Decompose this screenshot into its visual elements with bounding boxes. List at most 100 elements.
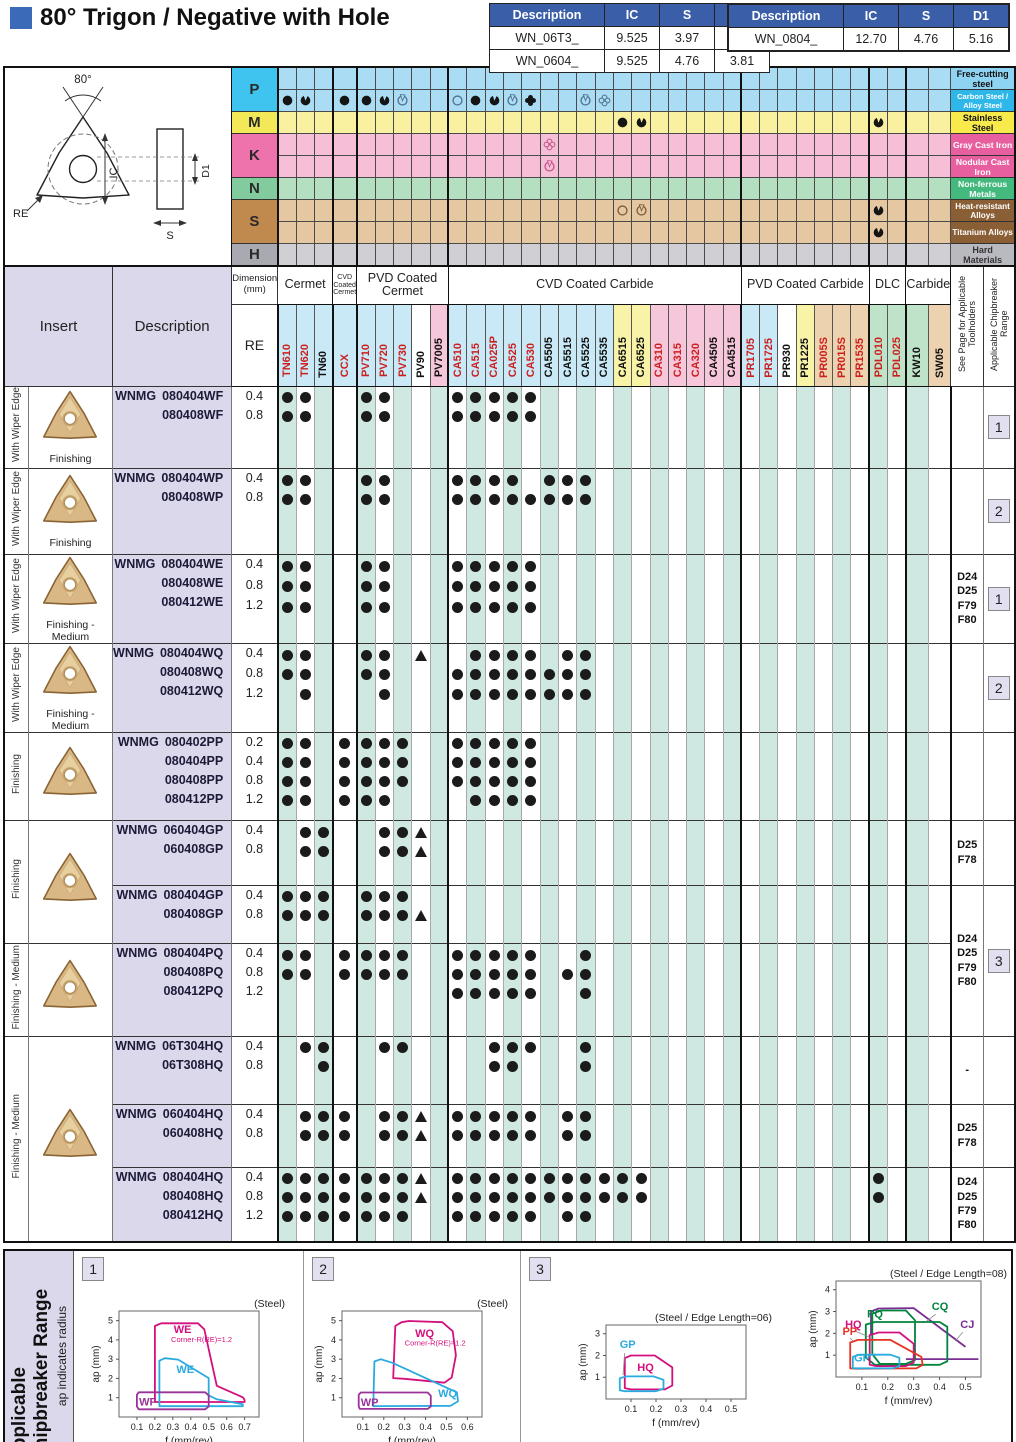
svg-text:0.1: 0.1 bbox=[856, 1382, 869, 1392]
mark-cell-TN60 bbox=[313, 839, 333, 859]
grade-name: CA320 bbox=[689, 343, 702, 378]
mark-cell-PV730 bbox=[392, 405, 412, 425]
mark-cell-TN610 bbox=[276, 884, 297, 905]
material-cell-PR1705 bbox=[740, 133, 761, 156]
mark-cell-PV7005 bbox=[429, 884, 449, 905]
mark-cell-CA310 bbox=[649, 487, 669, 507]
mark-cell-PR015S bbox=[832, 770, 851, 790]
mark-spacer bbox=[447, 615, 467, 643]
material-cell-PDL010 bbox=[868, 111, 889, 134]
chart: (Steel / Edge Length=06) 1 2 3 0.1 0.2 0.3 0.4 0… bbox=[576, 1311, 776, 1438]
mark-cell-TN60 bbox=[313, 662, 333, 683]
mark-cell-TN620 bbox=[295, 819, 315, 840]
dot-mark bbox=[525, 601, 537, 613]
grade-name: PV720 bbox=[378, 344, 391, 378]
mark-cell-TN610 bbox=[276, 1123, 297, 1143]
mark-cell-PR1225 bbox=[795, 1166, 815, 1187]
mark-cell-PR1225 bbox=[795, 839, 815, 859]
mark-cell-CA5515 bbox=[558, 731, 577, 752]
chipbreaker-cell: 2 bbox=[982, 642, 1015, 732]
mark-cell-CA6525 bbox=[631, 1035, 651, 1056]
mark-cell-PR930 bbox=[777, 682, 797, 703]
dot-mark bbox=[360, 649, 372, 661]
mark-spacer bbox=[612, 923, 632, 944]
mark-spacer bbox=[331, 702, 357, 732]
mark-cell-TN610 bbox=[276, 662, 297, 683]
mark-cell-PR930 bbox=[777, 789, 797, 809]
mark-spacer bbox=[927, 424, 952, 469]
dot-mark bbox=[488, 1042, 500, 1054]
mark-cell-CA6525 bbox=[631, 1123, 651, 1143]
mark-cell-CA530 bbox=[521, 487, 541, 507]
material-cell-CA315 bbox=[667, 133, 688, 156]
mark-spacer bbox=[667, 1143, 687, 1167]
mark-cell-CA315 bbox=[667, 1055, 687, 1075]
chipbreaker-badge: 2 bbox=[987, 499, 1010, 524]
mark-cell-CA515 bbox=[466, 751, 486, 771]
material-cell-PR930 bbox=[777, 155, 797, 178]
mark-cell-CA6515 bbox=[612, 819, 632, 840]
description-line: WNMG 080404WQ bbox=[113, 645, 224, 660]
dot-mark bbox=[281, 757, 293, 769]
mark-cell-PR1705 bbox=[740, 1186, 760, 1206]
mark-cell-PDL025 bbox=[887, 942, 906, 963]
material-cell-PDL025 bbox=[887, 221, 907, 244]
mark-spacer bbox=[295, 702, 315, 732]
mark-cell-KW10 bbox=[904, 904, 929, 924]
mark-cell-PDL010 bbox=[868, 1166, 888, 1187]
sym-dot34 bbox=[873, 116, 884, 128]
mark-cell-PR1225 bbox=[795, 819, 815, 840]
mark-cell-CA4515 bbox=[722, 942, 742, 963]
mark-cell-PDL010 bbox=[868, 594, 888, 616]
mark-spacer bbox=[868, 1143, 888, 1167]
dot-mark bbox=[339, 1211, 351, 1223]
mark-cell-PV7005 bbox=[429, 904, 449, 924]
mark-spacer bbox=[502, 859, 522, 885]
mark-cell-CA310 bbox=[649, 1186, 669, 1206]
spec-col-Description: Description bbox=[727, 3, 844, 28]
mark-cell-TN610 bbox=[276, 467, 297, 488]
mark-cell-PV730 bbox=[392, 751, 412, 771]
mark-spacer bbox=[295, 1143, 315, 1167]
material-cell-CA4505 bbox=[704, 243, 724, 267]
mark-spacer bbox=[813, 424, 833, 469]
spec-value: 5.16 bbox=[953, 27, 1010, 52]
mark-cell-CA5525 bbox=[576, 731, 596, 752]
material-cell-SW05 bbox=[927, 221, 952, 244]
grade-col-CA530: CA530 bbox=[521, 303, 541, 387]
mark-cell-CA5525 bbox=[576, 1035, 596, 1056]
mark-cell-CA4505 bbox=[704, 942, 724, 963]
mark-cell-CA5515 bbox=[558, 642, 577, 663]
see-page-cell: - bbox=[950, 1035, 984, 1105]
dot-mark bbox=[470, 1173, 482, 1185]
mark-cell-PDL010 bbox=[868, 385, 888, 406]
mark-cell-CA320 bbox=[686, 1205, 705, 1225]
grade-name: PV7005 bbox=[432, 338, 445, 378]
mark-spacer bbox=[813, 615, 833, 643]
mark-spacer bbox=[558, 702, 577, 732]
material-cell-PV90 bbox=[411, 89, 431, 112]
material-cell-PR005S bbox=[813, 66, 834, 90]
material-cell-PV7005 bbox=[429, 177, 449, 200]
mark-cell-PV720 bbox=[374, 642, 394, 663]
mark-spacer bbox=[429, 507, 449, 554]
mark-cell-PR1225 bbox=[795, 1186, 815, 1206]
mark-cell-CA515 bbox=[466, 1055, 486, 1075]
mark-cell-KW10 bbox=[904, 1166, 929, 1187]
material-cell-TN60 bbox=[313, 221, 334, 244]
svg-text:Corner-R(RE)=1.2: Corner-R(RE)=1.2 bbox=[405, 1338, 466, 1347]
mark-cell-TN60 bbox=[313, 1103, 333, 1124]
group-carbide: Carbide bbox=[905, 265, 952, 305]
mark-spacer bbox=[740, 507, 760, 554]
mark-cell-CA510 bbox=[447, 981, 467, 1001]
mark-spacer bbox=[832, 859, 851, 885]
description-spacer bbox=[112, 808, 233, 821]
material-cell-PR1725 bbox=[759, 89, 779, 112]
mark-cell-PR1225 bbox=[795, 942, 815, 963]
re-value: 0.4 bbox=[231, 884, 279, 905]
material-cell-CA510 bbox=[447, 133, 468, 156]
material-class-N: N bbox=[231, 177, 279, 200]
material-cell-CA025P bbox=[484, 199, 504, 222]
mark-cell-CA5525 bbox=[576, 682, 596, 703]
mark-cell-PV720 bbox=[374, 884, 394, 905]
